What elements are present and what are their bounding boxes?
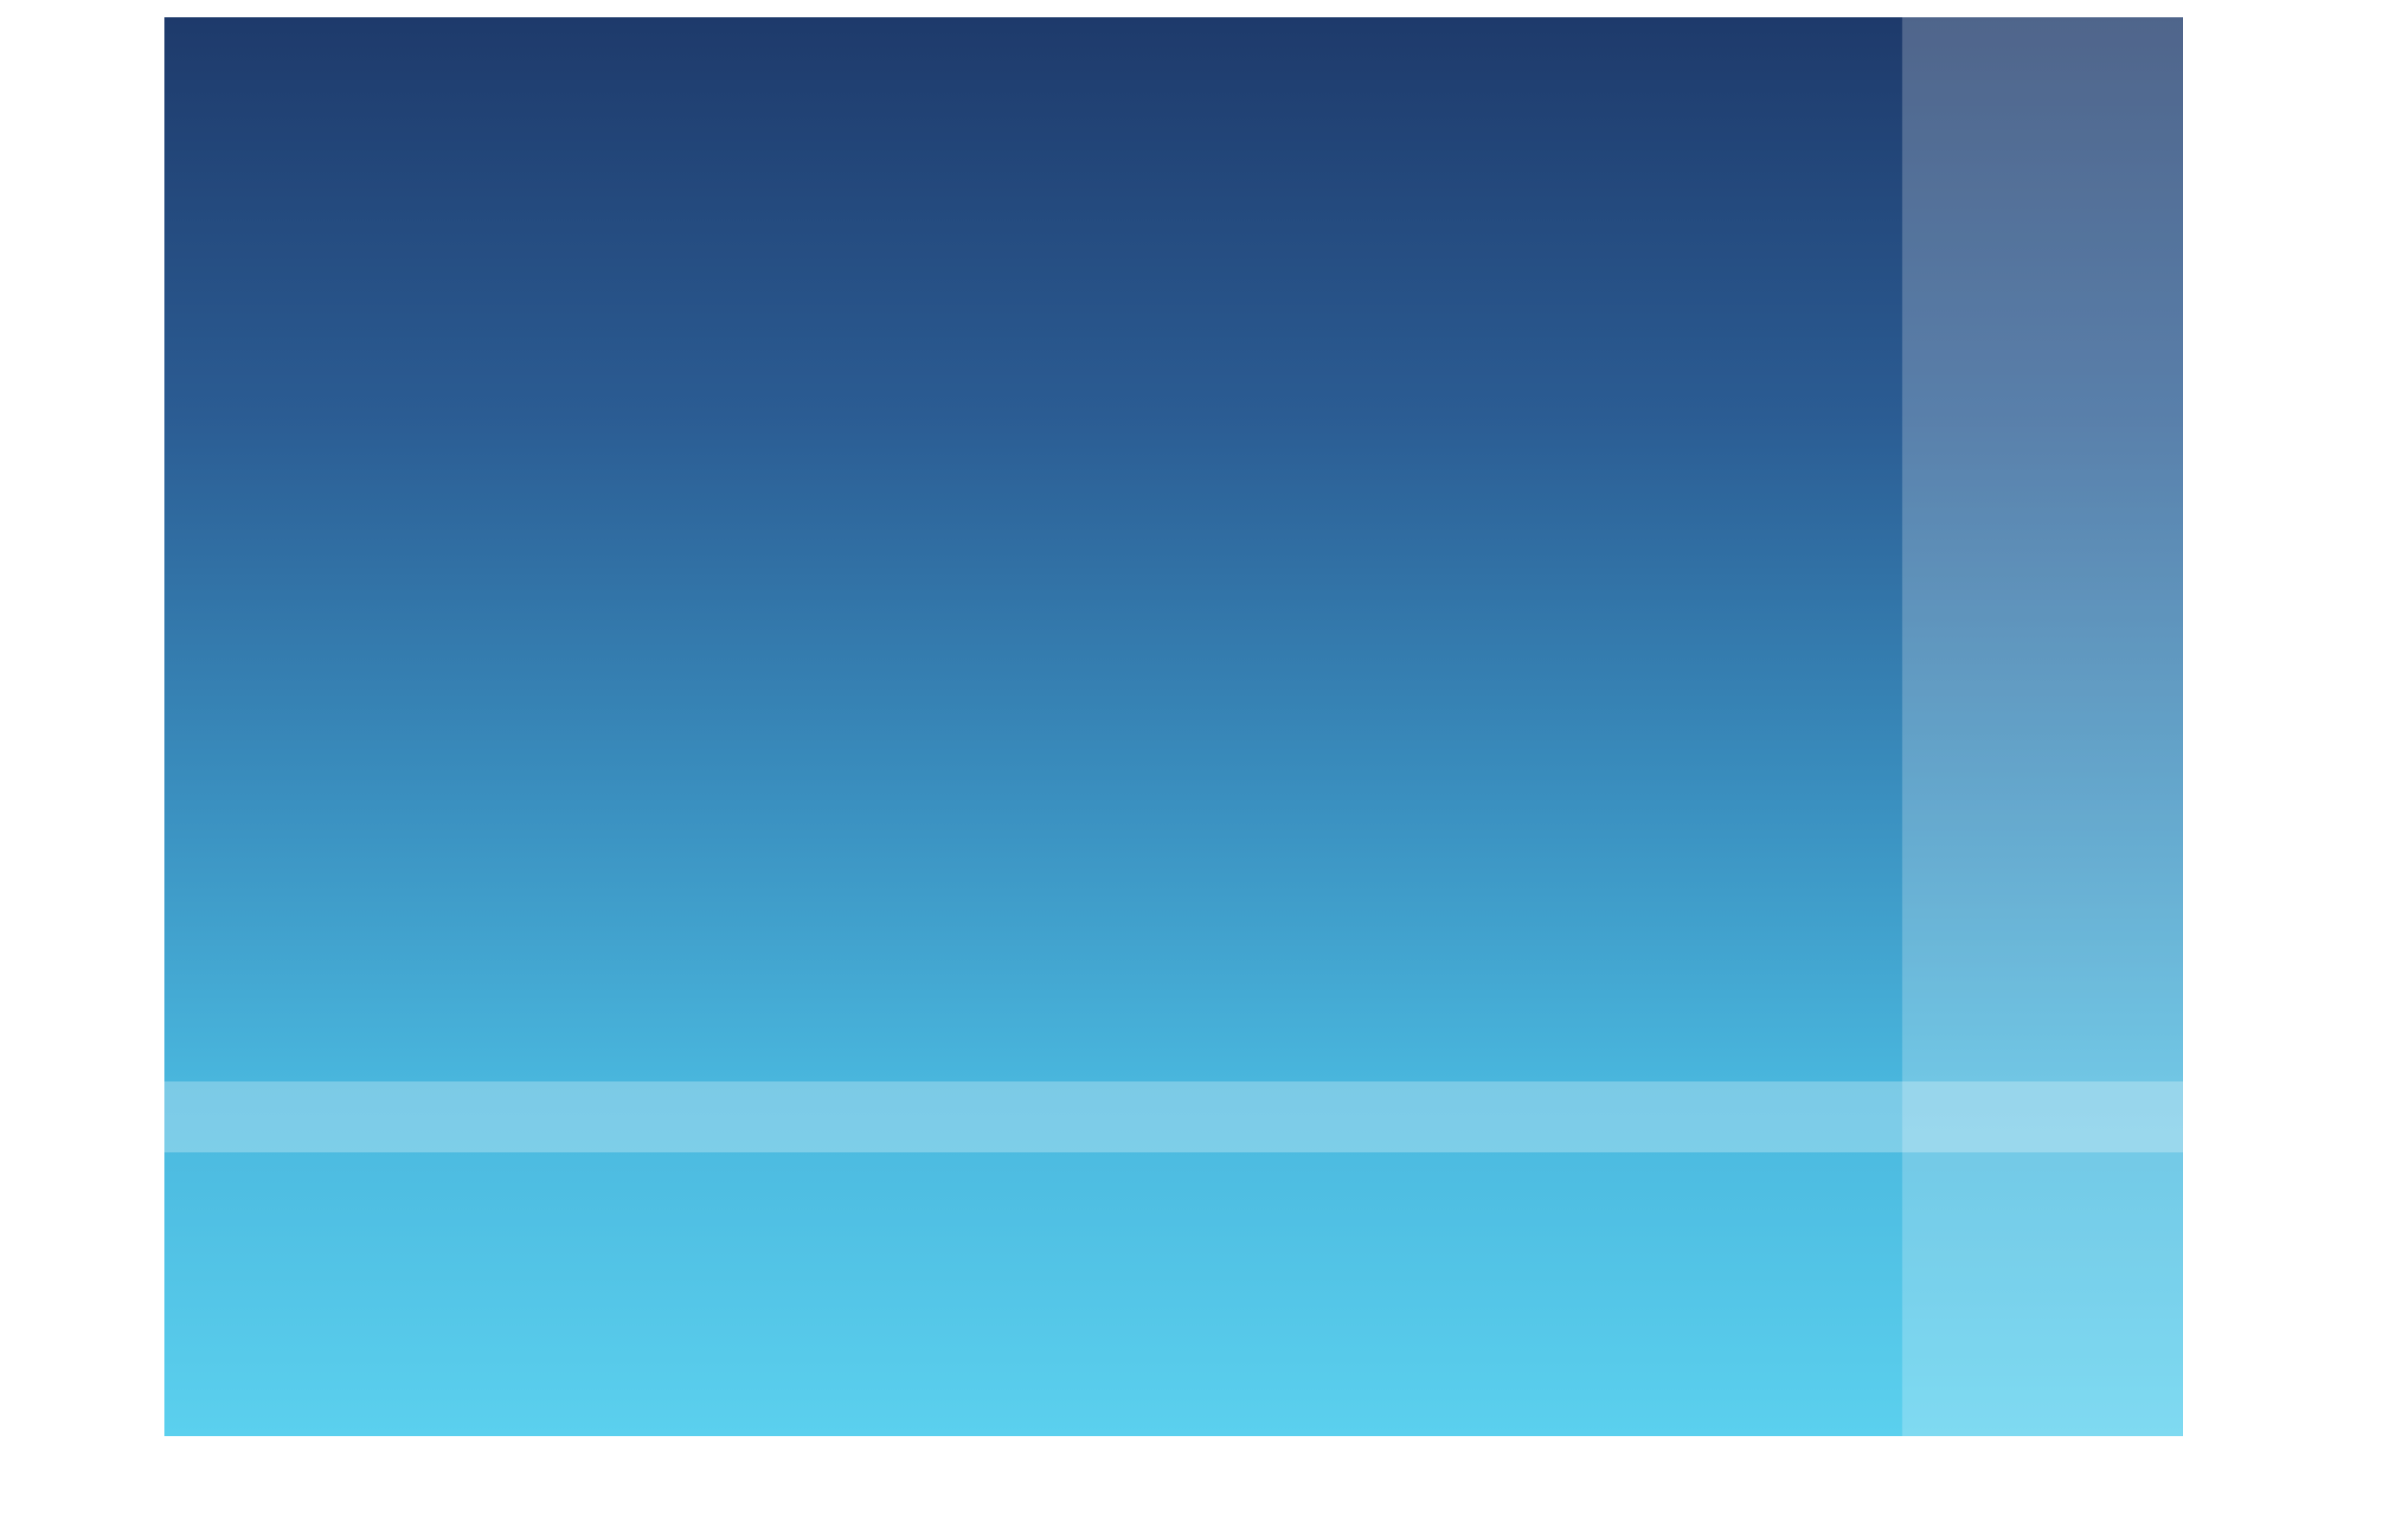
atmosphere-chart <box>0 0 2408 1540</box>
plot-background <box>164 17 2183 1436</box>
ozone-band <box>164 1081 2183 1152</box>
chart-svg <box>0 0 2408 1540</box>
layer-band <box>1902 17 2183 1436</box>
